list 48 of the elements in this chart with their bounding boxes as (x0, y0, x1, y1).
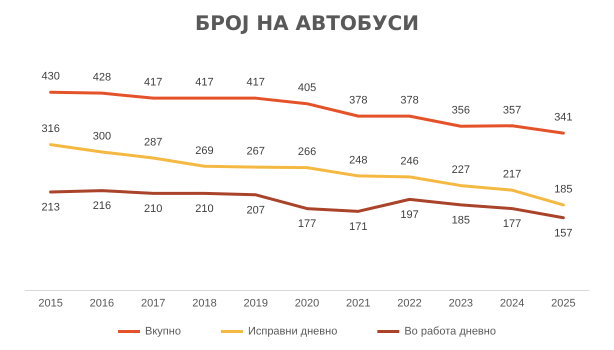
data-label: 405 (298, 82, 316, 94)
x-tick-label: 2015 (38, 298, 63, 310)
data-label: 227 (452, 164, 470, 176)
x-tick-label: 2023 (448, 298, 474, 310)
data-label: 185 (452, 214, 470, 226)
data-label: 246 (400, 155, 419, 168)
data-label: 210 (195, 202, 214, 215)
x-tick-label: 2025 (551, 298, 576, 310)
x-tick-label: 2017 (140, 298, 166, 310)
data-label: 341 (554, 112, 573, 124)
data-label: 185 (554, 183, 573, 196)
data-label: 213 (41, 202, 60, 214)
data-label: 430 (41, 70, 60, 83)
data-label: 356 (452, 104, 470, 117)
data-label: 428 (92, 72, 112, 84)
x-tick-label: 2019 (243, 298, 268, 310)
chart-title: БРОЈ НА АВТОБУСИ (195, 11, 419, 35)
data-label: 287 (144, 136, 162, 148)
data-label: 300 (92, 130, 112, 142)
data-label: 207 (246, 204, 265, 216)
data-label: 417 (144, 76, 162, 89)
x-tick-label: 2022 (397, 298, 422, 310)
data-label: 267 (246, 146, 265, 158)
data-label: 197 (400, 208, 419, 221)
legend-label: Вкупно (145, 326, 181, 338)
data-label: 248 (349, 154, 368, 166)
data-label: 378 (400, 94, 419, 107)
x-tick-label: 2018 (192, 298, 217, 310)
data-label: 210 (144, 202, 162, 215)
data-label: 417 (195, 76, 214, 89)
data-label: 157 (554, 227, 573, 240)
data-label: 417 (246, 76, 265, 89)
data-label: 266 (298, 146, 316, 158)
data-label: 216 (92, 200, 112, 212)
data-label: 357 (502, 104, 522, 116)
x-tick-label: 2016 (90, 298, 114, 310)
legend-label: Во работа дневно (404, 326, 496, 338)
data-label: 177 (298, 218, 316, 230)
data-label: 177 (502, 218, 522, 230)
data-label: 378 (349, 94, 368, 107)
x-tick-label: 2020 (294, 298, 320, 310)
x-tick-label: 2024 (500, 298, 524, 310)
data-label: 269 (195, 144, 214, 157)
data-label: 217 (502, 168, 522, 181)
x-tick-label: 2021 (346, 298, 371, 310)
data-label: 171 (349, 220, 368, 233)
data-label: 316 (41, 123, 60, 136)
legend-label: Исправни дневно (248, 326, 338, 338)
